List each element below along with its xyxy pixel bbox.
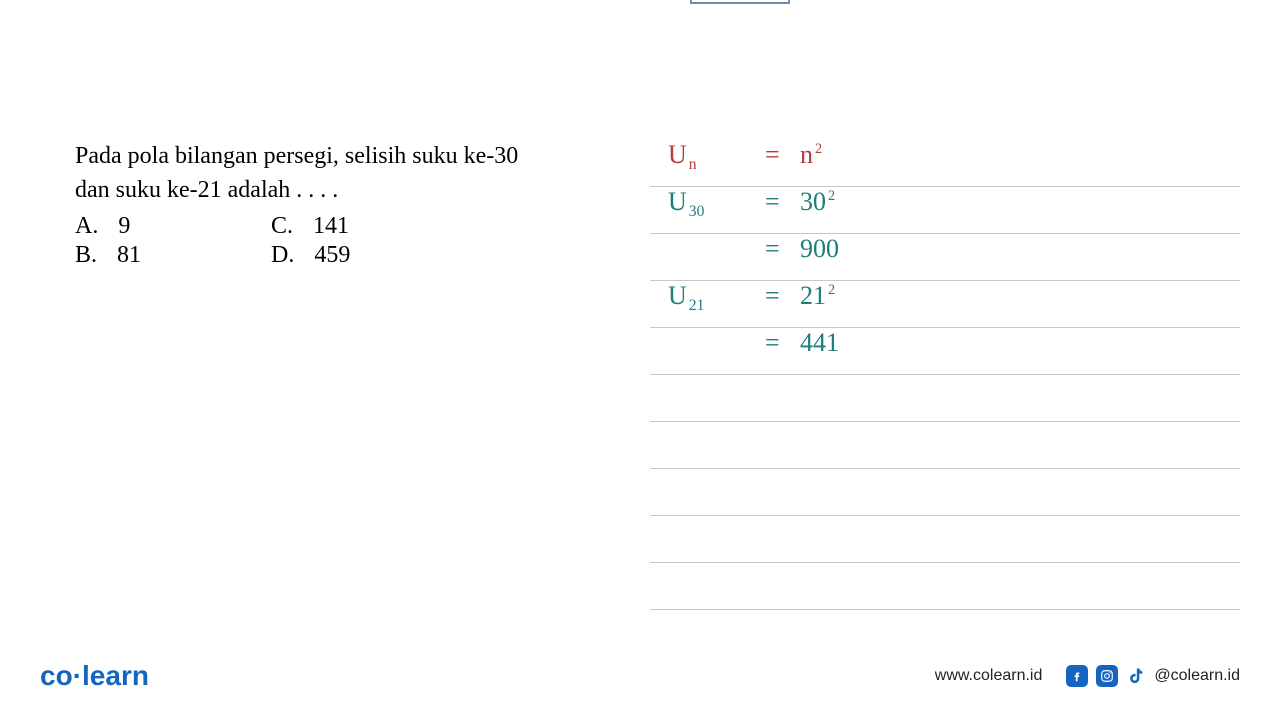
content-wrapper: Pada pola bilangan persegi, selisih suku… xyxy=(0,0,1280,640)
footer: co·learn www.colearn.id @colearn.id xyxy=(0,660,1280,692)
partial-ui-fragment xyxy=(690,0,790,4)
option-d-label: D. xyxy=(271,242,294,269)
work-l1-lhs: Un xyxy=(668,140,697,174)
rule-4: U21 = 212 xyxy=(650,281,1240,328)
option-c-value: 141 xyxy=(313,213,349,240)
work-l3-eq: = xyxy=(765,234,780,264)
work-l3-rhs: 900 xyxy=(800,234,839,264)
website-url: www.colearn.id xyxy=(935,667,1043,685)
work-l5-eq: = xyxy=(765,328,780,358)
option-c: C. 141 xyxy=(271,213,350,240)
rule-1: Un = n2 xyxy=(650,140,1240,187)
notebook-lines: Un = n2 U30 = 302 = 900 xyxy=(650,140,1240,610)
social-icons: @colearn.id xyxy=(1066,665,1240,687)
tiktok-icon xyxy=(1126,666,1146,686)
option-c-label: C. xyxy=(271,213,293,240)
rule-5: = 441 xyxy=(650,328,1240,375)
instagram-icon xyxy=(1096,665,1118,687)
option-a-label: A. xyxy=(75,213,98,240)
work-l2-rhs: 302 xyxy=(800,187,835,217)
option-a: A. 9 xyxy=(75,213,141,240)
option-a-value: 9 xyxy=(118,213,130,240)
rule-6 xyxy=(650,375,1240,422)
option-b-label: B. xyxy=(75,242,97,269)
work-l4-rhs: 212 xyxy=(800,281,835,311)
question-panel: Pada pola bilangan persegi, selisih suku… xyxy=(0,140,640,640)
footer-right: www.colearn.id @colearn.id xyxy=(935,665,1240,687)
option-b: B. 81 xyxy=(75,242,141,269)
rule-10 xyxy=(650,563,1240,610)
option-b-value: 81 xyxy=(117,242,141,269)
options-col-right: C. 141 D. 459 xyxy=(271,213,350,269)
rule-2: U30 = 302 xyxy=(650,187,1240,234)
rule-9 xyxy=(650,516,1240,563)
work-l1-eq: = xyxy=(765,140,780,170)
work-l4-lhs: U21 xyxy=(668,281,704,315)
social-handle: @colearn.id xyxy=(1154,667,1240,685)
answer-options: A. 9 B. 81 C. 141 D. 459 xyxy=(75,213,620,269)
logo: co·learn xyxy=(40,660,149,692)
work-l2-lhs: U30 xyxy=(668,187,704,221)
rule-7 xyxy=(650,422,1240,469)
work-l4-eq: = xyxy=(765,281,780,311)
option-d-value: 459 xyxy=(314,242,350,269)
work-l1-rhs: n2 xyxy=(800,140,822,170)
question-line-1: Pada pola bilangan persegi, selisih suku… xyxy=(75,140,620,174)
work-l5-rhs: 441 xyxy=(800,328,839,358)
question-text: Pada pola bilangan persegi, selisih suku… xyxy=(75,140,620,207)
facebook-icon xyxy=(1066,665,1088,687)
options-col-left: A. 9 B. 81 xyxy=(75,213,141,269)
work-panel: Un = n2 U30 = 302 = 900 xyxy=(640,140,1280,640)
rule-3: = 900 xyxy=(650,234,1240,281)
logo-learn: learn xyxy=(82,660,149,691)
rule-8 xyxy=(650,469,1240,516)
option-d: D. 459 xyxy=(271,242,350,269)
logo-dot: · xyxy=(73,660,82,691)
question-line-2: dan suku ke-21 adalah . . . . xyxy=(75,174,620,208)
work-l2-eq: = xyxy=(765,187,780,217)
logo-co: co xyxy=(40,660,73,691)
